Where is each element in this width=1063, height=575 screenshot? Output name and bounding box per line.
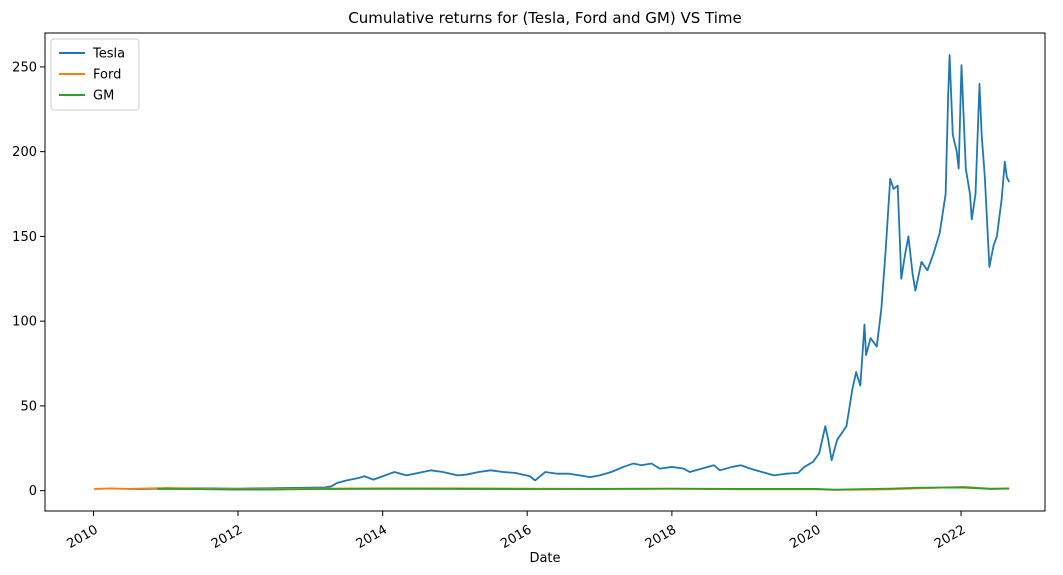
series-line-tesla	[128, 54, 1010, 491]
legend-label-ford: Ford	[93, 68, 121, 83]
legend-box	[50, 38, 140, 111]
series-layer	[94, 54, 1010, 491]
legend-label-tesla: Tesla	[92, 47, 125, 62]
y-tick-label: 250	[12, 60, 37, 75]
y-tick-label: 50	[20, 399, 37, 414]
y-axis: 0 50 100 150 200 250	[12, 60, 45, 499]
x-tick-label: 2022	[932, 522, 968, 552]
plot-frame	[44, 32, 1046, 512]
x-axis: 2010 2012 2014 2016 2018 2020 2022	[65, 511, 968, 552]
x-tick-label: 2010	[65, 522, 101, 552]
x-axis-label: Date	[529, 551, 560, 566]
y-tick-label: 150	[12, 230, 37, 245]
y-tick-label: 0	[29, 484, 37, 499]
chart-title: Cumulative returns for (Tesla, Ford and …	[348, 9, 742, 27]
x-tick-label: 2012	[209, 522, 245, 552]
legend-label-gm: GM	[93, 89, 114, 104]
x-tick-label: 2016	[498, 522, 534, 552]
legend: Tesla Ford GM	[50, 38, 140, 111]
x-tick-label: 2018	[643, 522, 679, 552]
series-line-gm	[157, 486, 1010, 491]
y-tick-label: 100	[12, 315, 37, 330]
x-tick-label: 2014	[354, 522, 390, 552]
x-tick-label: 2020	[787, 522, 823, 552]
y-tick-label: 200	[12, 145, 37, 160]
